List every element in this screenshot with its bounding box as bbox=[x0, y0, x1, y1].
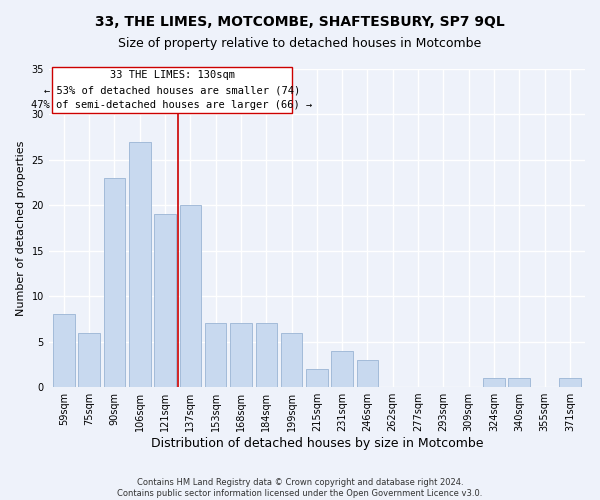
Bar bbox=[53, 314, 74, 387]
Bar bbox=[79, 332, 100, 387]
Bar bbox=[104, 178, 125, 387]
Text: 33 THE LIMES: 130sqm: 33 THE LIMES: 130sqm bbox=[110, 70, 235, 80]
Bar bbox=[508, 378, 530, 387]
Bar bbox=[129, 142, 151, 387]
Bar bbox=[281, 332, 302, 387]
Text: ← 53% of detached houses are smaller (74): ← 53% of detached houses are smaller (74… bbox=[44, 85, 300, 95]
Bar bbox=[179, 206, 201, 387]
Bar bbox=[356, 360, 378, 387]
Text: Size of property relative to detached houses in Motcombe: Size of property relative to detached ho… bbox=[118, 38, 482, 51]
Bar bbox=[331, 350, 353, 387]
FancyBboxPatch shape bbox=[52, 67, 292, 112]
Text: 47% of semi-detached houses are larger (66) →: 47% of semi-detached houses are larger (… bbox=[31, 100, 313, 110]
Bar bbox=[559, 378, 581, 387]
Text: Contains HM Land Registry data © Crown copyright and database right 2024.
Contai: Contains HM Land Registry data © Crown c… bbox=[118, 478, 482, 498]
Bar bbox=[205, 324, 226, 387]
X-axis label: Distribution of detached houses by size in Motcombe: Distribution of detached houses by size … bbox=[151, 437, 483, 450]
Text: 33, THE LIMES, MOTCOMBE, SHAFTESBURY, SP7 9QL: 33, THE LIMES, MOTCOMBE, SHAFTESBURY, SP… bbox=[95, 15, 505, 29]
Bar bbox=[306, 369, 328, 387]
Bar bbox=[483, 378, 505, 387]
Bar bbox=[154, 214, 176, 387]
Y-axis label: Number of detached properties: Number of detached properties bbox=[16, 140, 26, 316]
Bar bbox=[256, 324, 277, 387]
Bar bbox=[230, 324, 252, 387]
